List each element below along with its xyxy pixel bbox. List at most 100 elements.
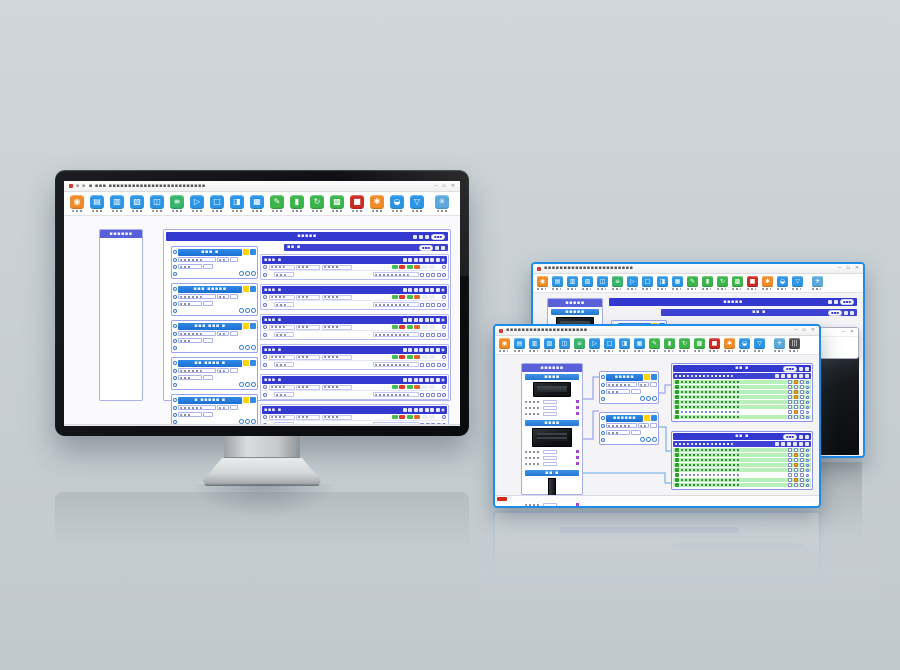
radio-dot[interactable] — [263, 272, 267, 277]
block-mini-icon[interactable] — [424, 288, 429, 292]
row-round-button[interactable] — [806, 478, 809, 482]
block-mini-icon[interactable] — [402, 258, 407, 262]
row-mini-box[interactable] — [420, 332, 424, 337]
block-mini-icon[interactable] — [402, 318, 407, 322]
block-mini-icon[interactable] — [419, 318, 423, 322]
toolbar-button[interactable]: ▧ — [582, 276, 593, 290]
row-mini-box[interactable] — [420, 272, 424, 277]
input-field[interactable] — [638, 382, 649, 387]
yellow-flag[interactable] — [644, 415, 650, 421]
block-mini-icon[interactable] — [435, 288, 440, 292]
input-field[interactable] — [217, 294, 229, 299]
round-button[interactable] — [640, 396, 645, 401]
yellow-flag[interactable] — [243, 323, 249, 329]
table-row[interactable] — [673, 483, 811, 488]
table-row[interactable] — [673, 463, 811, 468]
input-field[interactable] — [296, 414, 320, 420]
round-button[interactable] — [245, 382, 250, 387]
block-mini-icon[interactable] — [413, 378, 418, 382]
round-button[interactable] — [251, 308, 256, 313]
row-round-button[interactable] — [442, 295, 446, 299]
cell-box[interactable] — [788, 380, 792, 384]
toolbar-button[interactable]: ▷ — [190, 195, 204, 212]
card-add-button[interactable] — [250, 286, 256, 292]
connector-dot[interactable] — [576, 400, 579, 403]
toolbar-button[interactable]: ≡ — [612, 276, 623, 290]
toolbar-button[interactable]: ✎ — [687, 276, 698, 290]
column-mini-icon[interactable] — [799, 442, 803, 446]
row-round-button[interactable] — [442, 355, 446, 359]
block-mini-icon[interactable] — [435, 318, 440, 322]
row-round-button[interactable] — [806, 405, 809, 409]
row-mini-icon[interactable] — [268, 332, 273, 337]
input-field[interactable] — [217, 368, 229, 373]
cell-box[interactable] — [794, 415, 798, 419]
table-row[interactable] — [673, 400, 811, 405]
block-mini-icon[interactable] — [419, 408, 423, 412]
toolbar-button[interactable]: ✎ — [649, 338, 660, 352]
block-mini-icon[interactable] — [435, 348, 440, 352]
cell-box[interactable] — [800, 415, 804, 419]
block-mini-icon[interactable] — [430, 288, 434, 292]
input-field[interactable] — [203, 412, 213, 417]
cell-box[interactable] — [794, 390, 798, 394]
round-button[interactable] — [652, 437, 657, 442]
connector-dot[interactable] — [576, 412, 579, 415]
cell-box[interactable] — [794, 410, 798, 414]
port-field[interactable] — [543, 461, 557, 466]
cell-box[interactable] — [794, 448, 798, 452]
input-field[interactable] — [268, 384, 295, 390]
toolbar-button[interactable]: ▩ — [330, 195, 344, 212]
card-add-button[interactable] — [250, 397, 256, 403]
input-field[interactable] — [296, 294, 320, 300]
radio-dot[interactable] — [263, 385, 267, 389]
block-mini-icon[interactable] — [430, 318, 434, 322]
toolbar-button[interactable]: ▦ — [634, 338, 645, 352]
input-field[interactable] — [274, 272, 294, 277]
cell-box[interactable] — [800, 458, 804, 462]
toolbar-button[interactable]: ◫ — [559, 338, 570, 352]
block-mini-icon[interactable] — [408, 378, 412, 382]
cell-box[interactable] — [794, 405, 798, 409]
cell-box[interactable] — [788, 478, 792, 482]
row-round-button[interactable] — [806, 400, 809, 404]
column-mini-icon[interactable] — [799, 374, 803, 378]
input-field[interactable] — [268, 324, 295, 330]
table-pill-button[interactable]: ▪▪▪ — [782, 365, 797, 372]
column-mini-icon[interactable] — [793, 442, 797, 446]
toolbar-button[interactable]: ▥ — [567, 276, 578, 290]
check-icon[interactable] — [675, 468, 679, 472]
toolbar-button[interactable]: ◫ — [150, 195, 164, 212]
row-round-button[interactable] — [442, 272, 446, 277]
block-mini-icon[interactable] — [408, 408, 412, 412]
cell-box[interactable] — [800, 405, 804, 409]
input-field[interactable] — [296, 354, 320, 360]
column-mini-icon[interactable] — [781, 374, 785, 378]
radio-dot[interactable] — [173, 361, 177, 365]
column-mini-icon[interactable] — [775, 374, 779, 378]
block-round-button[interactable] — [441, 318, 445, 322]
check-icon[interactable] — [675, 463, 679, 467]
row-mini-box[interactable] — [431, 392, 435, 397]
block-mini-icon[interactable] — [419, 258, 423, 262]
input-field[interactable] — [178, 257, 216, 262]
block-mini-icon[interactable] — [419, 288, 423, 292]
block-mini-icon[interactable] — [419, 348, 423, 352]
table-mini-icon[interactable] — [799, 366, 803, 371]
cell-box[interactable] — [788, 448, 792, 452]
radio-dot[interactable] — [263, 302, 267, 307]
cell-box[interactable] — [800, 448, 804, 452]
check-icon[interactable] — [675, 380, 679, 384]
input-field[interactable] — [203, 264, 213, 269]
radio-dot[interactable] — [263, 325, 267, 329]
input-field[interactable] — [372, 272, 419, 277]
input-field[interactable] — [268, 354, 295, 360]
table-row[interactable] — [673, 380, 811, 385]
input-field[interactable] — [178, 294, 216, 299]
connector-dot[interactable] — [576, 456, 579, 459]
row-mini-icon[interactable] — [436, 355, 441, 359]
maximize-icon[interactable]: ▫ — [846, 265, 850, 271]
port-field[interactable] — [543, 455, 557, 460]
row-mini-icon[interactable] — [436, 415, 441, 419]
radio-dot[interactable] — [173, 264, 177, 269]
